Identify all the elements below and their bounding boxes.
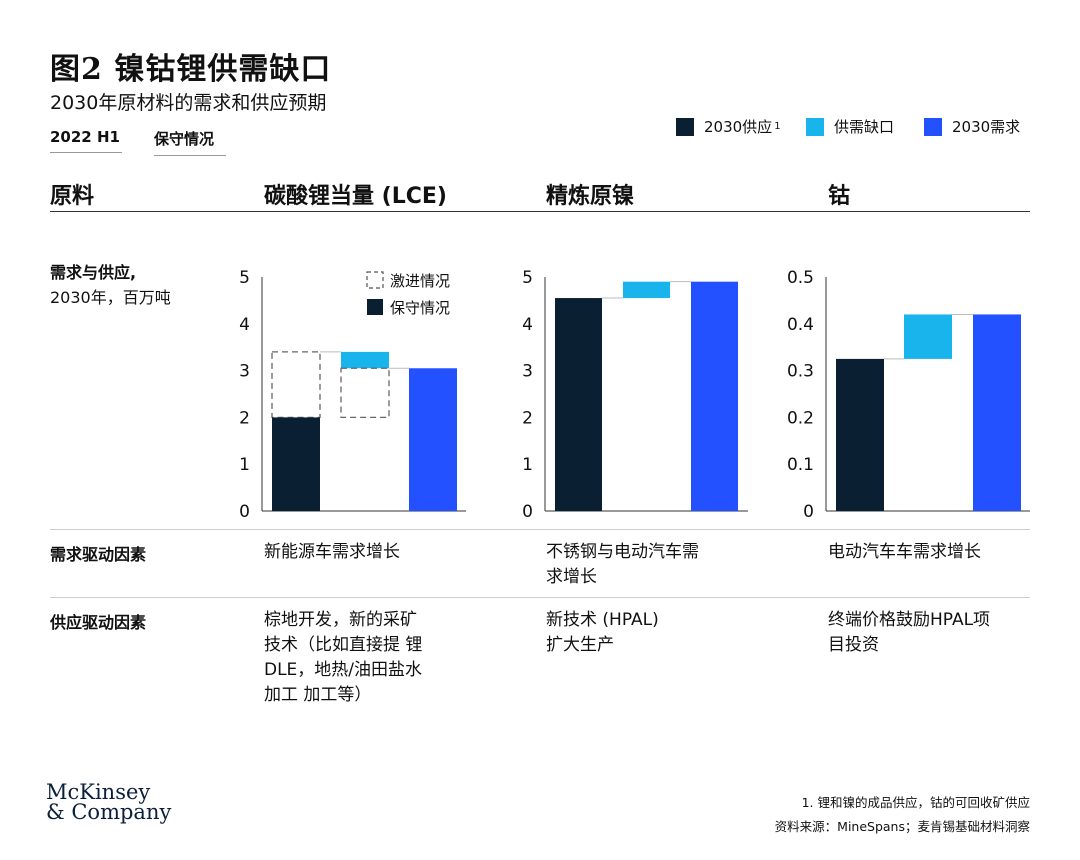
logo-line-1: McKinsey: [46, 780, 151, 804]
lce-supply-aggressive-bar: [271, 351, 321, 419]
lce-demand-bar: [409, 368, 457, 511]
cobalt-y-tick-label: 0.5: [787, 268, 814, 288]
footnote: 1. 锂和镍的成品供应，钴的可回收矿供应: [801, 795, 1030, 810]
nickel-supply-bar: [555, 298, 602, 511]
supply-driver-cobalt: 终端价格鼓励HPAL项 目投资: [828, 610, 991, 655]
chart-row-unit: 2030年，百万吨: [50, 288, 171, 307]
chart-nickel: 0 1 2 3 4 5: [522, 268, 748, 522]
legend-gap-label: 供需缺口: [834, 118, 895, 136]
lce-y-tick-label: 2: [239, 408, 250, 428]
legend-demand: 2030需求: [924, 116, 1020, 137]
lce-y-axis: 0 1 2 3 4 5: [239, 268, 250, 522]
row-divider-1: [50, 529, 1030, 530]
nickel-y-tick-label: 4: [522, 315, 533, 335]
logo-line-2: & Company: [46, 800, 172, 824]
lce-gap-aggressive-bar: [340, 367, 390, 419]
column-header-lce: 碳酸锂当量 (LCE): [264, 184, 447, 209]
lce-y-tick-label: 0: [239, 502, 250, 522]
supply-driver-lce: 棕地开发，新的采矿 技术（比如直接提 锂 DLE，地热/油田盐水 加工 加工等）: [264, 610, 423, 705]
legend-demand-label: 2030需求: [952, 118, 1021, 136]
lce-y-tick-label: 3: [239, 362, 250, 382]
cobalt-gap-bar: [904, 314, 952, 359]
cobalt-y-tick-label: 0: [803, 502, 814, 522]
source-note: 资料来源：MineSpans；麦肯锡基础材料洞察: [774, 819, 1030, 834]
lce-supply-bar: [272, 417, 320, 511]
nickel-y-axis: 0 1 2 3 4 5: [522, 268, 533, 522]
chart-lce: 0 1 2 3 4 5 激进情况 保守情况: [239, 268, 466, 522]
lce-gap-bar: [341, 351, 389, 369]
nickel-gap-bar: [623, 281, 670, 299]
legend-supply-swatch: [676, 117, 694, 136]
supply-drivers-label: 供应驱动因素: [50, 613, 147, 632]
chart-row-title: 需求与供应,: [50, 263, 137, 282]
demand-driver-lce: 新能源车需求增长: [264, 542, 400, 562]
cobalt-y-tick-label: 0.4: [787, 315, 814, 335]
nickel-y-tick-label: 1: [522, 455, 533, 475]
column-header-nickel: 精炼原镍: [546, 184, 635, 209]
lce-legend-aggressive-swatch: [366, 271, 384, 289]
nickel-y-tick-label: 2: [522, 408, 533, 428]
column-header-material: 原料: [50, 184, 95, 209]
lce-legend-conservative-label: 保守情况: [390, 299, 450, 317]
legend-demand-swatch: [924, 117, 942, 136]
page-title: 图2 镍钴锂供需缺口: [50, 52, 332, 87]
legend-supply-sup: 1: [774, 121, 781, 132]
legend-supply-label: 2030供应: [704, 118, 773, 136]
mckinsey-logo: McKinsey & Company: [46, 780, 171, 824]
lce-y-tick-label: 1: [239, 455, 250, 475]
demand-drivers-label: 需求驱动因素: [50, 545, 147, 564]
legend-gap-swatch: [806, 117, 824, 136]
tab-scenario[interactable]: 保守情况: [154, 128, 226, 156]
cobalt-y-axis: 0 0.1 0.2 0.3 0.4 0.5: [787, 268, 814, 522]
lce-y-tick-label: 5: [239, 268, 250, 288]
legend-supply: 2030供应 1: [676, 116, 781, 137]
chart-cobalt: 0 0.1 0.2 0.3 0.4 0.5: [787, 268, 1030, 522]
supply-driver-nickel: 新技术 (HPAL) 扩大生产: [546, 610, 659, 655]
nickel-y-tick-label: 0: [522, 502, 533, 522]
cobalt-supply-bar: [836, 358, 884, 511]
nickel-demand-bar: [691, 281, 738, 511]
chart-row-label: 需求与供应, 2030年，百万吨: [50, 260, 171, 310]
lce-y-tick-label: 4: [239, 315, 250, 335]
demand-driver-cobalt: 电动汽车车需求增长: [828, 542, 981, 562]
cobalt-y-tick-label: 0.1: [787, 455, 814, 475]
page-subtitle: 2030年原材料的需求和供应预期: [50, 92, 327, 114]
nickel-y-tick-label: 5: [522, 268, 533, 288]
column-header-cobalt: 钴: [828, 184, 851, 209]
tab-period[interactable]: 2022 H1: [50, 128, 122, 153]
legend-gap: 供需缺口: [806, 116, 894, 137]
header-divider: [50, 211, 1030, 212]
cobalt-y-tick-label: 0.2: [787, 408, 814, 428]
cobalt-y-tick-label: 0.3: [787, 362, 814, 382]
demand-driver-nickel: 不锈钢与电动汽车需 求增长: [546, 542, 699, 587]
row-divider-2: [50, 597, 1030, 598]
lce-legend-aggressive-label: 激进情况: [390, 272, 450, 290]
cobalt-demand-bar: [973, 314, 1021, 511]
lce-legend-conservative-swatch: [367, 299, 383, 315]
nickel-y-tick-label: 3: [522, 362, 533, 382]
